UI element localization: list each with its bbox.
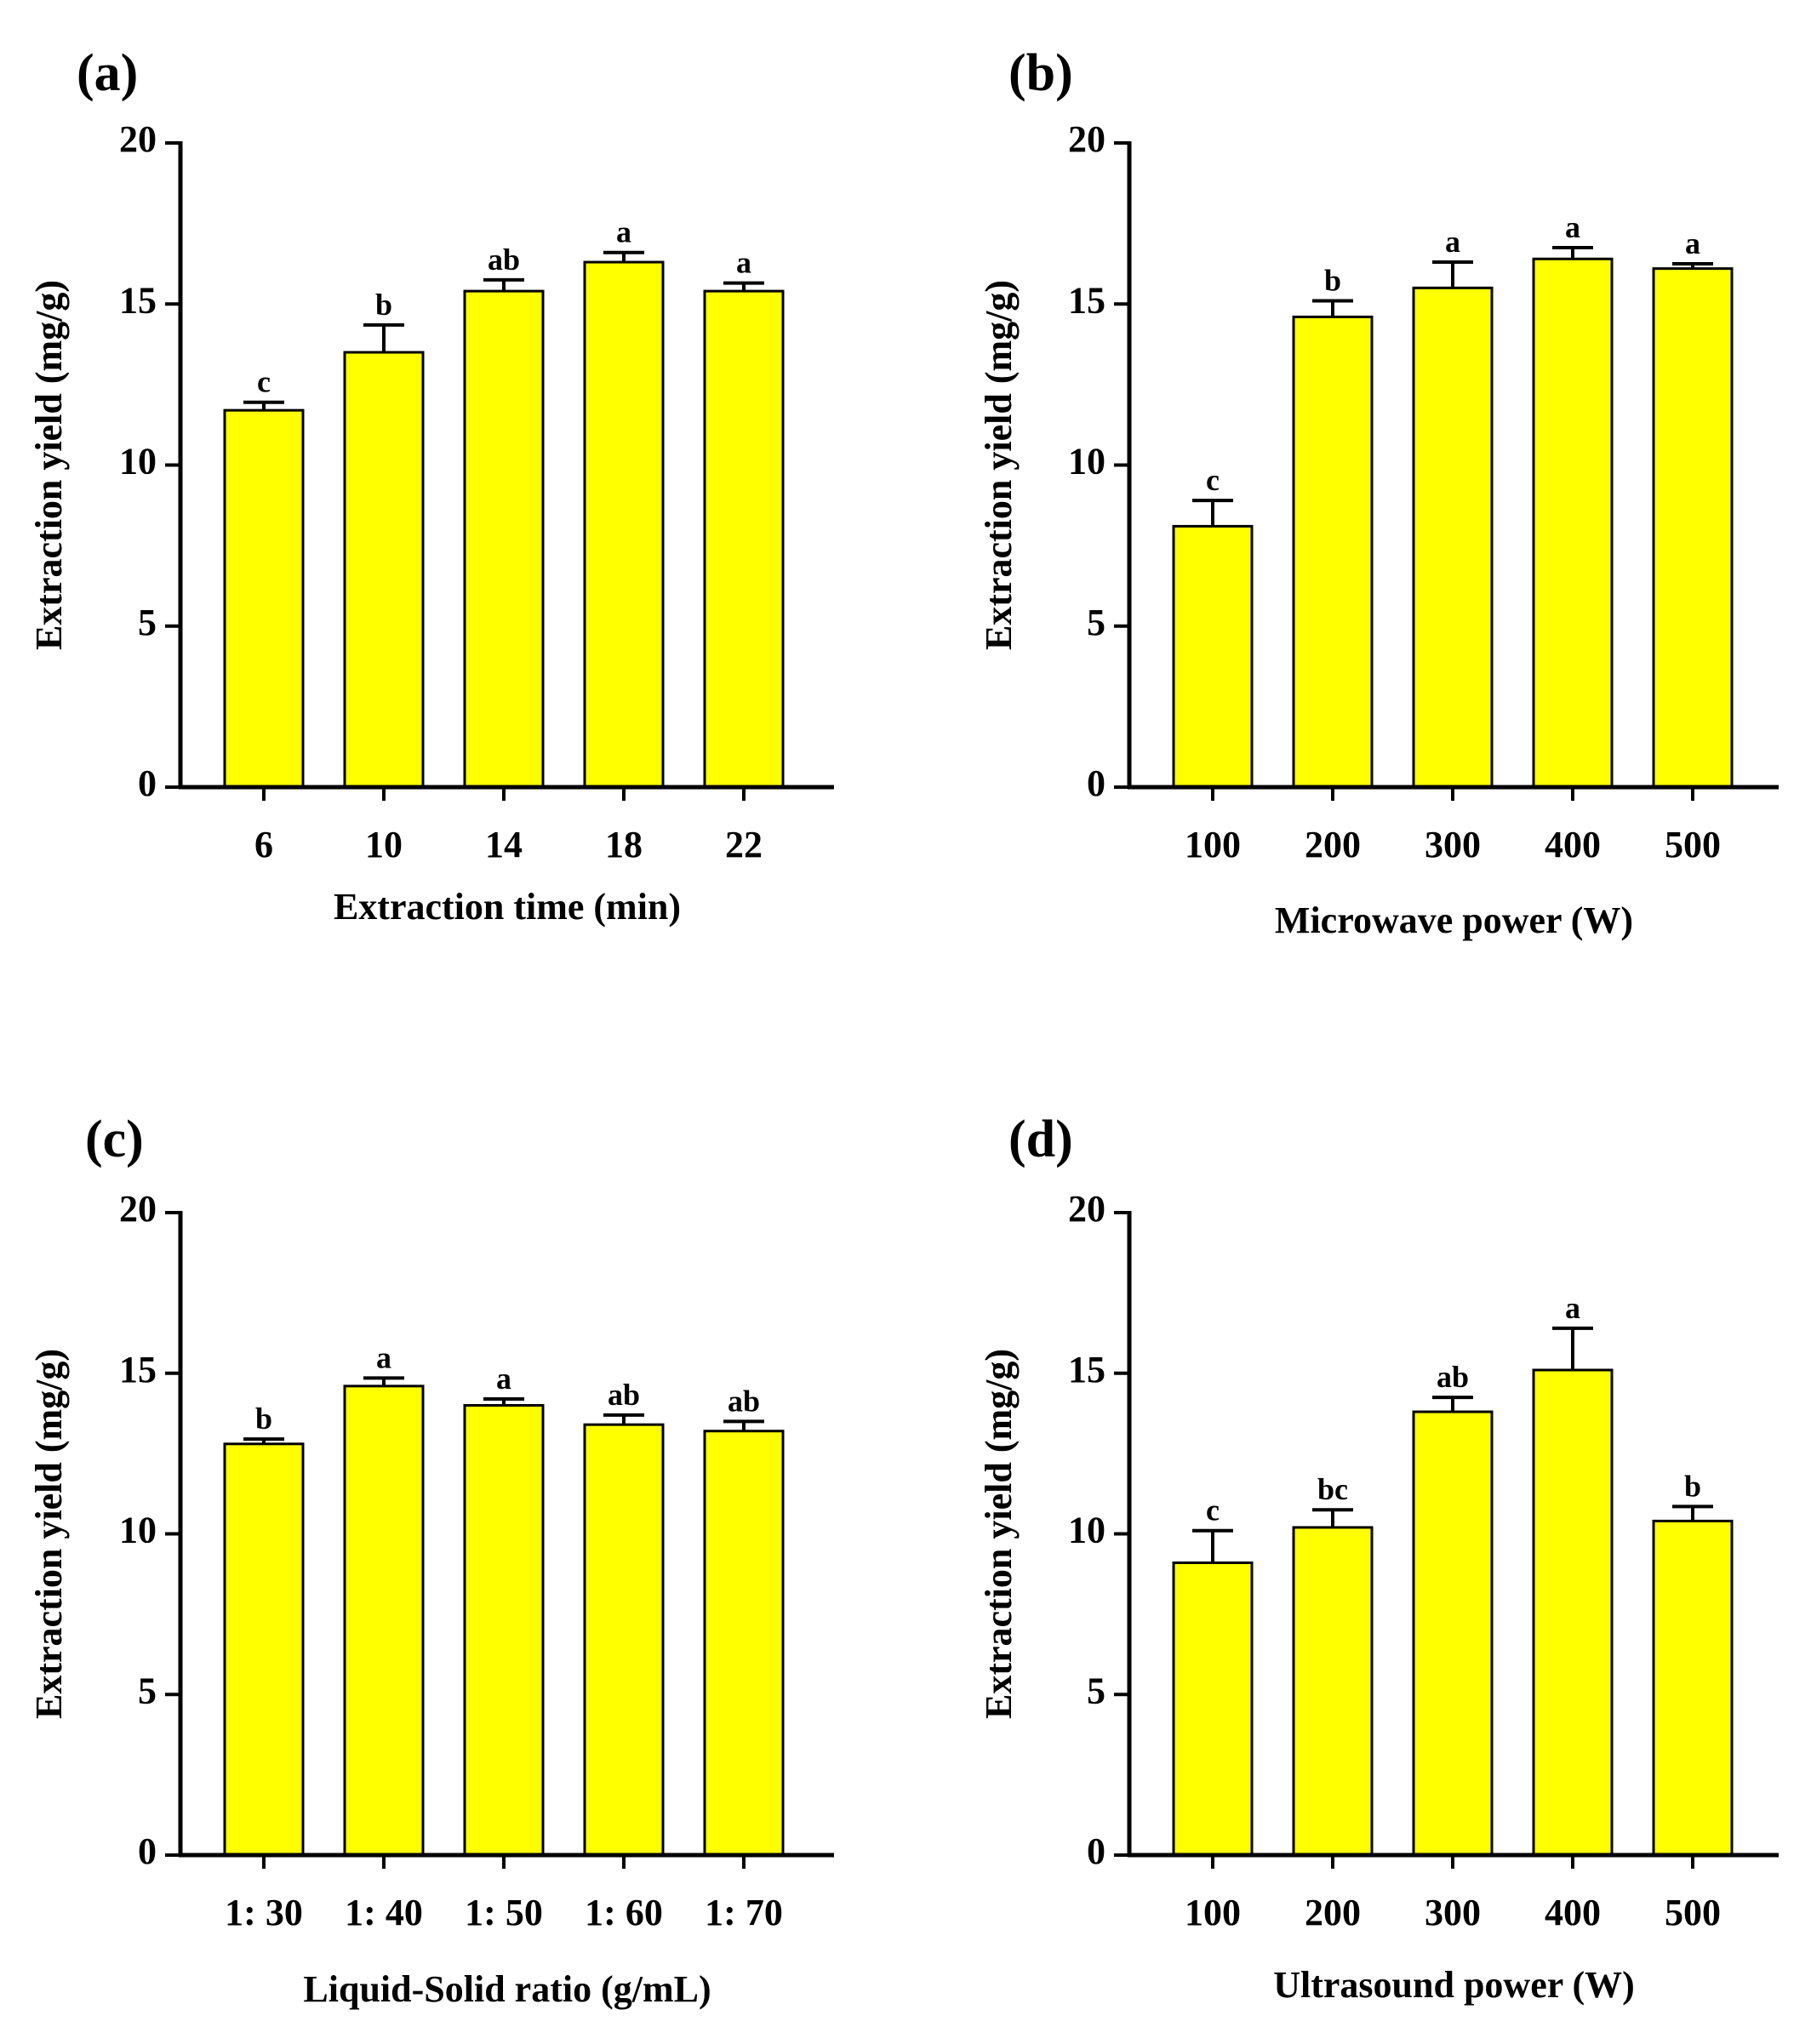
- bar: [1172, 524, 1254, 789]
- x-axis-title: Ultrasound power (W): [1273, 1964, 1635, 2006]
- significance-letter: a: [1685, 226, 1700, 260]
- x-tick-label: 6: [254, 824, 273, 865]
- y-tick-label: 20: [119, 1188, 157, 1230]
- x-axis-title: Extraction time (min): [334, 886, 681, 928]
- y-tick-label: 5: [138, 602, 157, 643]
- y-tick-label: 20: [1068, 1188, 1105, 1230]
- bar: [223, 1442, 305, 1857]
- y-tick-label: 5: [1087, 1670, 1105, 1711]
- significance-letter: c: [1206, 463, 1220, 497]
- significance-letter: b: [375, 288, 392, 322]
- y-tick-label: 15: [1068, 279, 1105, 321]
- x-tick-label: 1: 40: [345, 1892, 423, 1933]
- y-tick-label: 15: [119, 279, 157, 321]
- y-tick-label: 0: [1087, 762, 1105, 804]
- bar: [1652, 1519, 1734, 1857]
- x-tick-label: 500: [1665, 1892, 1721, 1933]
- bar: [1532, 1368, 1614, 1857]
- bar: [343, 351, 425, 789]
- significance-letter: a: [1565, 1291, 1580, 1325]
- x-tick-label: 14: [485, 824, 523, 865]
- significance-letter: ab: [488, 243, 520, 277]
- panel-label: (b): [1008, 44, 1073, 102]
- y-tick-label: 5: [138, 1670, 157, 1711]
- y-tick-label: 5: [1087, 602, 1105, 643]
- panel-label: (c): [85, 1110, 144, 1168]
- significance-letter: a: [1565, 210, 1580, 244]
- significance-letter: a: [496, 1362, 511, 1396]
- bar: [1532, 257, 1614, 789]
- bar: [1292, 1526, 1374, 1857]
- x-tick-label: 300: [1425, 824, 1481, 865]
- x-axis-title: Liquid-Solid ratio (g/mL): [303, 1968, 711, 2010]
- y-tick-label: 10: [1068, 441, 1105, 482]
- y-tick-label: 10: [119, 441, 157, 482]
- y-axis-title: Extraction yield (mg/g): [28, 1349, 70, 1719]
- x-tick-label: 18: [605, 824, 643, 865]
- significance-letter: ab: [608, 1378, 640, 1412]
- x-tick-label: 100: [1185, 1892, 1241, 1933]
- significance-letter: ab: [1437, 1360, 1469, 1394]
- y-tick-label: 15: [1068, 1349, 1105, 1390]
- bar: [343, 1385, 425, 1857]
- y-tick-label: 0: [1087, 1830, 1105, 1872]
- chart-panel: (b) c 100 b 200 a 300 a 400 a 500 0 5 10 15 20 Microwave…: [978, 44, 1779, 941]
- x-tick-label: 200: [1305, 1892, 1361, 1933]
- x-axis-title: Microwave power (W): [1275, 899, 1633, 941]
- y-tick-label: 10: [119, 1510, 157, 1551]
- significance-letter: a: [616, 215, 631, 249]
- significance-letter: b: [1684, 1469, 1701, 1503]
- x-tick-label: 10: [365, 824, 403, 865]
- bar: [1172, 1561, 1254, 1857]
- bar: [1412, 286, 1494, 789]
- y-tick-label: 0: [138, 1830, 157, 1872]
- bar: [463, 289, 545, 789]
- significance-letter: bc: [1317, 1472, 1348, 1506]
- x-tick-label: 22: [725, 824, 763, 865]
- y-axis-title: Extraction yield (mg/g): [978, 280, 1020, 650]
- x-tick-label: 1: 60: [585, 1892, 663, 1933]
- y-tick-label: 20: [119, 118, 157, 160]
- bar: [583, 260, 665, 789]
- significance-letter: a: [1445, 225, 1460, 259]
- bar: [1652, 267, 1734, 789]
- y-tick-label: 0: [138, 762, 157, 804]
- significance-letter: a: [376, 1340, 391, 1374]
- significance-letter: a: [736, 246, 751, 280]
- x-tick-label: 100: [1185, 824, 1241, 865]
- significance-letter: c: [1206, 1493, 1220, 1527]
- bar: [703, 1430, 785, 1857]
- panel-label: (d): [1008, 1110, 1073, 1168]
- y-axis-title: Extraction yield (mg/g): [28, 280, 70, 650]
- y-tick-label: 20: [1068, 118, 1105, 160]
- bar: [463, 1404, 545, 1857]
- chart-panel: (a) c 6 b 10 ab 14 a 18 a 22 0 5 10 15 20 Extraction tim…: [28, 44, 834, 928]
- chart-panel: (c) b 1: 30 a 1: 40 a 1: 50 ab 1: 60 ab 1: 70 0 5 10 1…: [28, 1110, 834, 2010]
- bar: [1292, 315, 1374, 789]
- x-tick-label: 300: [1425, 1892, 1481, 1933]
- bar: [583, 1423, 665, 1857]
- x-tick-label: 500: [1665, 824, 1721, 865]
- x-tick-label: 400: [1545, 1892, 1601, 1933]
- x-tick-label: 400: [1545, 824, 1601, 865]
- x-tick-label: 1: 30: [225, 1892, 303, 1933]
- significance-letter: b: [1324, 263, 1341, 297]
- y-tick-label: 10: [1068, 1510, 1105, 1551]
- panel-label: (a): [77, 44, 138, 102]
- significance-letter: b: [255, 1402, 272, 1436]
- bar: [1412, 1410, 1494, 1857]
- significance-letter: c: [257, 365, 271, 399]
- chart-panel: (d) c 100 bc 200 ab 300 a 400 b 500 0 5 10 15 20 Ultraso…: [978, 1110, 1779, 2006]
- y-axis-title: Extraction yield (mg/g): [978, 1349, 1020, 1719]
- significance-letter: ab: [728, 1384, 760, 1418]
- x-tick-label: 1: 50: [465, 1892, 543, 1933]
- x-tick-label: 1: 70: [705, 1892, 783, 1933]
- x-tick-label: 200: [1305, 824, 1361, 865]
- bar: [703, 289, 785, 789]
- bar: [223, 408, 305, 789]
- y-tick-label: 15: [119, 1349, 157, 1390]
